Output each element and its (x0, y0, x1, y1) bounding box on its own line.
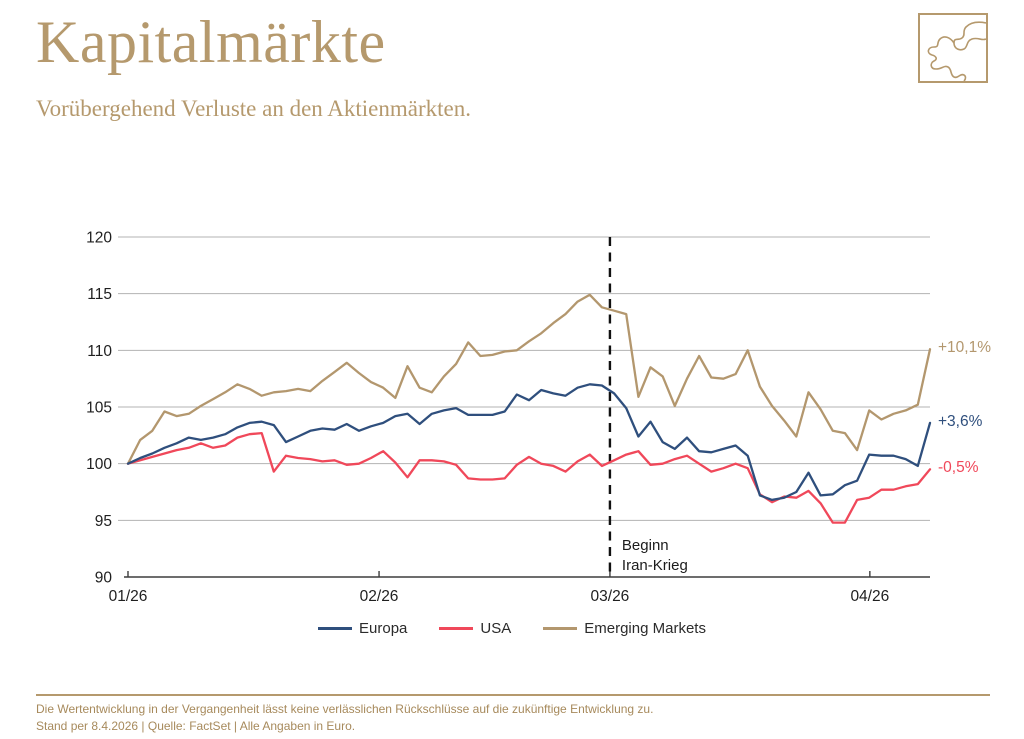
event-annotation-line2: Iran-Krieg (621, 556, 688, 574)
event-annotation: Beginn Iran-Krieg (622, 536, 688, 575)
footer-divider (36, 694, 990, 696)
chart-legend: Europa USA Emerging Markets (0, 620, 1024, 637)
x-tick-label: 03/26 (591, 588, 630, 605)
legend-swatch-europa (318, 627, 353, 630)
page-title: Kapitalmärkte (36, 9, 386, 75)
leaf-outline-icon (927, 21, 986, 81)
legend-item-europa: Europa (318, 620, 407, 637)
footer-source: Stand per 8.4.2026 | Quelle: FactSet | A… (36, 718, 356, 733)
x-tick-label: 02/26 (360, 588, 399, 605)
series-line-usa (126, 431, 932, 524)
y-tick-label: 105 (86, 400, 112, 417)
legend-item-emerging-markets: Emerging Markets (543, 620, 706, 637)
end-label-europa: +3,6% (938, 412, 983, 430)
company-logo (918, 13, 988, 83)
footer-text: Die Wertentwicklung in der Vergangenheit… (36, 701, 653, 735)
end-label-usa: -0,5% (938, 459, 979, 477)
end-label-emerging-markets: +10,1% (938, 339, 992, 357)
y-tick-label: 110 (87, 343, 112, 360)
page-subtitle: Vorübergehend Verluste an den Aktienmärk… (36, 96, 471, 121)
y-tick-label: 95 (95, 513, 112, 530)
legend-label-usa: USA (480, 620, 512, 637)
line-chart: 90 95 100 105 110 115 120 01/26 02/26 03/26 04/26 (86, 230, 932, 605)
footer-disclaimer: Die Wertentwicklung in der Vergangenheit… (36, 702, 654, 716)
x-tick-label: 01/26 (109, 588, 148, 605)
x-tick-label: 04/26 (850, 588, 889, 605)
legend-item-usa: USA (439, 620, 511, 637)
event-annotation-line1: Beginn (621, 537, 669, 554)
legend-label-europa: Europa (359, 620, 408, 637)
y-tick-label: 90 (95, 570, 113, 587)
series-line-europa (126, 383, 932, 502)
legend-label-emerging-markets: Emerging Markets (584, 620, 706, 637)
y-tick-label: 115 (87, 286, 112, 303)
y-tick-label: 120 (86, 230, 112, 247)
series-line-emerging-markets (126, 293, 932, 465)
legend-swatch-emerging-markets (543, 627, 578, 630)
y-tick-label: 100 (86, 456, 112, 473)
legend-swatch-usa (439, 627, 474, 630)
